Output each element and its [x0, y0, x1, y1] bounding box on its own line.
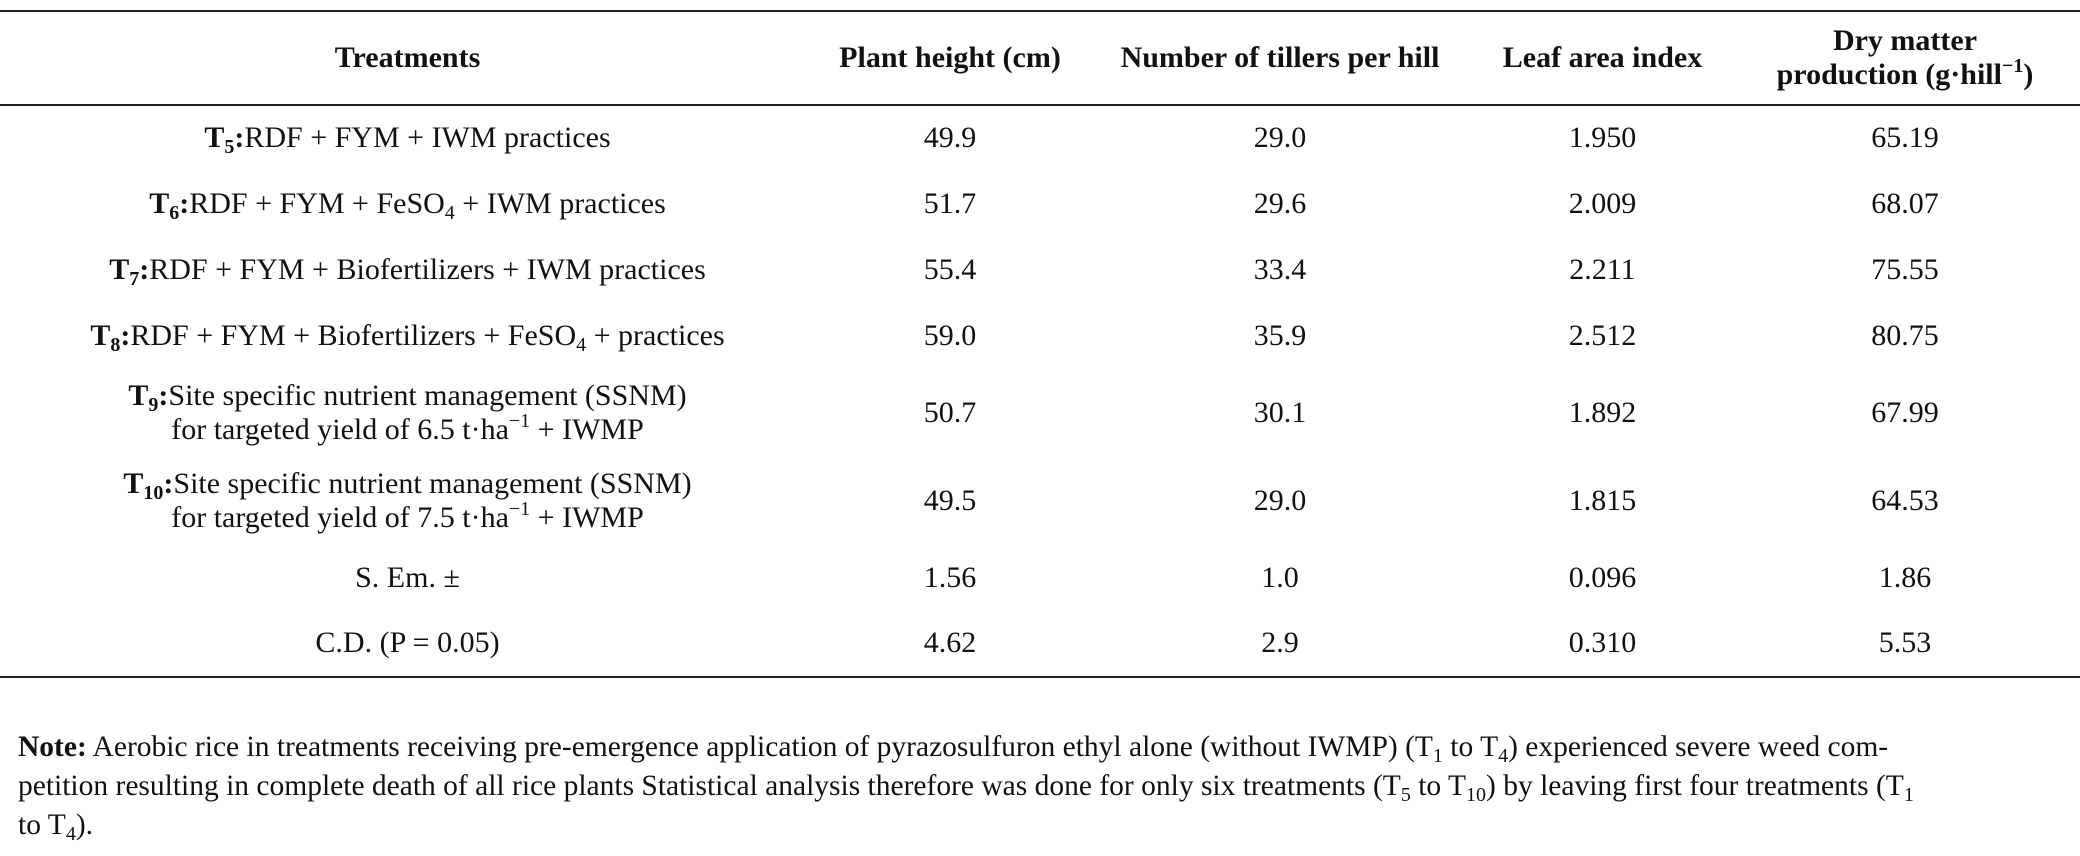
- header-row: Treatments Plant height (cm) Number of t…: [0, 10, 2080, 106]
- table-row: T8:RDF + FYM + Biofertilizers + FeSO4 + …: [0, 303, 2080, 369]
- treatment-cell: T10:Site specific nutrient management (S…: [0, 457, 815, 545]
- treatment-cell: T7:RDF + FYM + Biofertilizers + IWM prac…: [0, 237, 815, 303]
- plant-height-cell: 55.4: [923, 252, 977, 286]
- footnote-line2: petition resulting in complete death of …: [18, 770, 1914, 806]
- plant-height-cell: 4.62: [815, 611, 1085, 678]
- tillers-cell: 35.9: [1253, 318, 1307, 352]
- plant-height-cell: 49.9: [923, 121, 977, 155]
- footnote-line1: Note: Aerobic rice in treatments receivi…: [18, 731, 1889, 767]
- header-plant-height: Plant height (cm): [815, 10, 1085, 106]
- plant-height-cell: 1.56: [923, 560, 977, 594]
- treatment-cell: T8:RDF + FYM + Biofertilizers + FeSO4 + …: [0, 303, 815, 369]
- treatment-cell: T6:RDF + FYM + FeSO4 + IWM practices: [0, 171, 815, 237]
- stat-label: S. Em. ±: [355, 560, 460, 594]
- tillers-cell: 30.1: [1253, 395, 1307, 429]
- treatment-code: T6:: [149, 186, 190, 224]
- treatment-desc-line1: Site specific nutrient management (SSNM): [173, 466, 692, 500]
- table-row: T10:Site specific nutrient management (S…: [0, 457, 2080, 545]
- lai-cell: 2.211: [1569, 252, 1636, 286]
- lai-cell: 1.815: [1568, 483, 1637, 517]
- treatment-desc-line2: for targeted yield of 7.5 t·ha−1 + IWMP: [171, 498, 644, 534]
- treatment-code: T8:: [90, 318, 131, 356]
- tillers-cell: 2.9: [1085, 611, 1475, 678]
- table-row: T9:Site specific nutrient management (SS…: [0, 369, 2080, 457]
- dry-matter-cell: 80.75: [1871, 318, 1939, 352]
- treatment-code: T5:: [204, 121, 245, 159]
- dry-matter-cell: 67.99: [1871, 395, 1939, 429]
- dry-matter-cell: 1.86: [1878, 560, 1932, 594]
- dry-matter-cell: 5.53: [1730, 611, 2080, 678]
- table-row: T5:RDF + FYM + IWM practices 49.9 29.0 1…: [0, 105, 2080, 171]
- tillers-cell: 33.4: [1253, 252, 1307, 286]
- results-table: Treatments Plant height (cm) Number of t…: [0, 10, 2080, 678]
- header-dry-matter-line1: Dry matter: [1832, 23, 1978, 57]
- header-treatments: Treatments: [0, 10, 815, 106]
- plant-height-cell: 49.5: [923, 483, 977, 517]
- treatment-desc: RDF + FYM + FeSO4 + IWM practices: [189, 186, 666, 224]
- table-footnote: Note: Aerobic rice in treatments receivi…: [18, 728, 2078, 845]
- plant-height-cell: 50.7: [923, 395, 977, 429]
- stats-row-sem: S. Em. ± 1.56 1.0 0.096 1.86: [0, 545, 2080, 611]
- plant-height-cell: 59.0: [923, 318, 977, 352]
- tillers-cell: 29.6: [1253, 186, 1307, 220]
- table-row: T7:RDF + FYM + Biofertilizers + IWM prac…: [0, 237, 2080, 303]
- dry-matter-cell: 64.53: [1871, 483, 1939, 517]
- treatment-code: T9:: [128, 378, 169, 416]
- header-tillers: Number of tillers per hill: [1085, 10, 1475, 106]
- lai-cell: 1.950: [1568, 121, 1637, 155]
- dry-matter-cell: 65.19: [1871, 121, 1939, 155]
- treatment-desc: RDF + FYM + IWM practices: [244, 121, 611, 155]
- treatment-desc-line2: for targeted yield of 6.5 t·ha−1 + IWMP: [171, 410, 644, 446]
- header-dry-matter-line2: production (g·hill−1): [1776, 55, 2034, 91]
- footnote-line3: to T4).: [18, 809, 94, 845]
- lai-cell: 0.096: [1568, 560, 1637, 594]
- dry-matter-cell: 68.07: [1871, 186, 1939, 220]
- plant-height-cell: 51.7: [923, 186, 977, 220]
- treatment-cell: T9:Site specific nutrient management (SS…: [0, 369, 815, 457]
- lai-cell: 2.512: [1568, 318, 1637, 352]
- lai-cell: 0.310: [1475, 611, 1730, 678]
- treatment-code: T7:: [109, 252, 150, 290]
- header-dry-matter: Dry matter production (g·hill−1): [1730, 10, 2080, 106]
- header-leaf-area-index: Leaf area index: [1475, 10, 1730, 106]
- treatment-desc-line1: Site specific nutrient management (SSNM): [168, 378, 687, 412]
- treatment-desc: RDF + FYM + Biofertilizers + FeSO4 + pra…: [130, 318, 725, 356]
- tillers-cell: 29.0: [1253, 121, 1307, 155]
- treatment-desc: RDF + FYM + Biofertilizers + IWM practic…: [149, 252, 706, 286]
- tillers-cell: 29.0: [1253, 483, 1307, 517]
- tillers-cell: 1.0: [1261, 560, 1299, 594]
- lai-cell: 1.892: [1568, 395, 1637, 429]
- table-row: T6:RDF + FYM + FeSO4 + IWM practices 51.…: [0, 171, 2080, 237]
- stats-row-cd: C.D. (P = 0.05) 4.62 2.9 0.310 5.53: [0, 611, 2080, 678]
- stat-label: C.D. (P = 0.05): [0, 611, 815, 678]
- dry-matter-cell: 75.55: [1871, 252, 1939, 286]
- treatment-cell: T5:RDF + FYM + IWM practices: [0, 105, 815, 171]
- lai-cell: 2.009: [1568, 186, 1637, 220]
- treatment-code: T10:: [123, 466, 174, 504]
